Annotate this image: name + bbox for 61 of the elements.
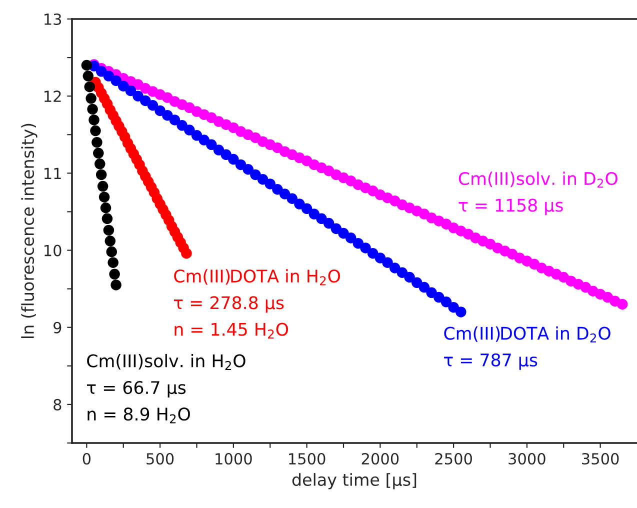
y-tick-label: 10 [44,244,62,256]
x-tick-label: 1000 [216,452,252,465]
point [228,154,239,165]
y-tick-label: 12 [44,90,61,102]
point [109,268,120,280]
point [286,193,298,204]
x-tick-label: 500 [146,452,174,465]
point [103,224,114,236]
point [82,70,94,82]
point [84,81,95,92]
point [456,306,466,318]
text: Cm(III)solv. in H$_{2}$O τ = 66.7 µs n = 8.9 H$_{2}$O [86,354,246,424]
text: Cm(III)DOTA in H$_{2}$O τ = 278.8 µs n = 1.45 H$_{2}$O [174,269,340,338]
y-tick-label: 9 [54,322,62,334]
point [264,178,276,190]
point [92,136,102,148]
point [181,248,192,259]
point [81,60,92,71]
point [90,125,101,136]
point [323,218,334,229]
point [242,164,254,175]
point [108,257,118,268]
point [110,75,122,86]
point [98,192,110,202]
point [93,148,104,159]
point [206,139,217,150]
x-tick-label: 2500 [435,452,472,465]
point [404,272,415,283]
point [418,282,430,293]
point [106,246,117,258]
point [97,180,108,192]
point [184,124,195,136]
point [360,242,371,254]
point [301,203,312,214]
text: Cm(III)solv. in D$_{2}$O τ = 1158 µs [458,172,618,216]
x-tick-label: 3000 [508,452,546,465]
x-axis-title: delay time [µs] [292,473,416,490]
point [96,169,107,180]
y-axis-title: ln (fluorescence intensity) [21,124,38,338]
x-tick-label: 3500 [582,452,619,465]
x-tick-label: 2000 [362,452,399,465]
point [147,100,158,111]
point [169,114,180,126]
point [440,296,452,308]
point [86,93,96,104]
y-tick-label: 8 [54,398,62,410]
point [88,114,100,126]
point [104,236,116,246]
point [345,232,356,244]
point [94,158,106,170]
y-tick-label: 13 [44,13,62,26]
point [125,85,136,96]
text: Cm(III)DOTA in D$_{2}$O τ = 787 µs [444,326,610,370]
point [382,257,393,268]
point [102,213,113,224]
point [100,202,112,214]
point [87,104,98,115]
point [110,280,122,290]
x-tick-label: 1500 [289,452,326,465]
y-tick-label: 11 [44,168,61,179]
x-tick-label: 0 [82,452,91,465]
